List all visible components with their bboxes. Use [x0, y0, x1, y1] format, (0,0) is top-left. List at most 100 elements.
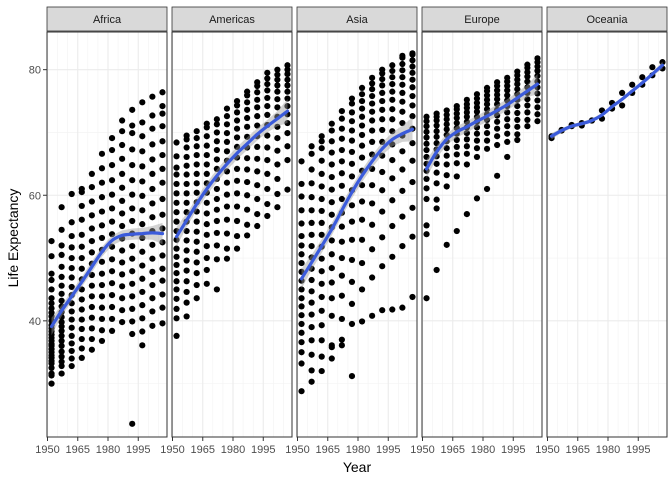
data-point: [159, 151, 166, 159]
data-point: [264, 75, 271, 82]
data-point: [223, 113, 231, 120]
data-point: [68, 332, 75, 340]
data-point: [399, 243, 406, 250]
data-point: [88, 293, 95, 300]
data-point: [159, 110, 166, 117]
data-point: [473, 153, 481, 161]
data-point: [423, 175, 430, 183]
data-point: [58, 251, 65, 259]
data-point: [318, 170, 325, 178]
facet-strip: [296, 6, 418, 32]
data-point: [193, 135, 200, 142]
facet-panel-oceania: Oceania 1950 1965 1980 1995: [535, 6, 668, 456]
data-point: [149, 200, 156, 207]
data-point: [88, 249, 95, 256]
data-point: [108, 205, 116, 212]
data-point: [183, 237, 190, 244]
facet-panels: Africa 1950 1965 1980 1995 Americas 1950 1965 19…: [35, 6, 668, 456]
data-point: [98, 337, 106, 345]
data-point: [328, 149, 335, 156]
data-point: [473, 91, 481, 98]
data-point: [58, 226, 65, 233]
data-point: [358, 91, 366, 98]
data-point: [48, 237, 55, 245]
data-point: [68, 362, 75, 370]
data-point: [463, 150, 470, 157]
data-point: [348, 300, 356, 307]
data-point: [183, 171, 190, 178]
data-point: [318, 183, 325, 190]
data-point: [443, 116, 450, 123]
data-point: [173, 253, 180, 260]
data-point: [193, 170, 200, 178]
data-point: [348, 372, 356, 380]
y-axis: 40 60 80: [29, 65, 47, 328]
data-point: [48, 370, 55, 377]
data-point: [183, 278, 190, 285]
data-point: [223, 168, 231, 175]
data-point: [213, 156, 220, 163]
data-point: [308, 166, 315, 173]
data-point: [369, 74, 376, 81]
data-point: [58, 327, 65, 334]
x-tick-label: 1965: [316, 444, 340, 456]
data-point: [139, 262, 146, 269]
data-point: [358, 131, 366, 139]
data-point: [244, 88, 251, 95]
data-point: [213, 286, 220, 293]
data-point: [173, 295, 180, 302]
data-point: [389, 67, 396, 75]
data-point: [78, 216, 85, 223]
data-point: [149, 170, 156, 178]
data-point: [399, 187, 406, 194]
data-point: [68, 355, 75, 362]
data-point: [348, 160, 356, 167]
data-point: [129, 129, 136, 137]
data-point: [443, 161, 450, 168]
data-point: [88, 335, 95, 343]
data-point: [193, 143, 200, 150]
data-point: [58, 362, 65, 370]
data-point: [328, 211, 335, 218]
data-point: [409, 50, 416, 57]
data-point: [298, 232, 305, 240]
data-point: [389, 81, 396, 88]
data-point: [433, 169, 440, 176]
data-point: [328, 295, 335, 302]
data-point: [58, 342, 65, 350]
data-point: [524, 116, 531, 124]
data-point: [473, 104, 481, 111]
x-axis-title: Year: [343, 459, 372, 475]
data-point: [348, 278, 356, 286]
data-point: [443, 145, 450, 152]
data-point: [98, 222, 106, 229]
data-point: [453, 227, 460, 235]
data-point: [389, 306, 396, 313]
data-point: [48, 253, 55, 260]
facet-panel-africa: Africa 1950 1965 1980 1995: [35, 6, 168, 456]
data-point: [129, 268, 136, 275]
x-tick-label: 1965: [441, 444, 465, 456]
data-point: [58, 242, 65, 249]
data-point: [149, 112, 156, 119]
data-point: [379, 187, 386, 194]
data-point: [524, 78, 531, 85]
data-point: [409, 204, 416, 211]
data-point: [88, 237, 95, 245]
data-point: [328, 186, 335, 193]
x-tick-label: 1995: [626, 444, 650, 456]
data-point: [139, 288, 146, 296]
data-point: [213, 185, 220, 193]
data-point: [119, 117, 126, 124]
data-point: [453, 151, 460, 158]
data-point: [48, 380, 55, 387]
data-point: [318, 231, 325, 238]
data-point: [119, 271, 126, 278]
data-point: [409, 293, 416, 301]
data-point: [119, 170, 126, 178]
x-tick-label: 1995: [376, 444, 400, 456]
data-point: [409, 84, 416, 91]
data-point: [328, 161, 335, 168]
data-point: [149, 93, 156, 100]
data-point: [78, 296, 85, 303]
